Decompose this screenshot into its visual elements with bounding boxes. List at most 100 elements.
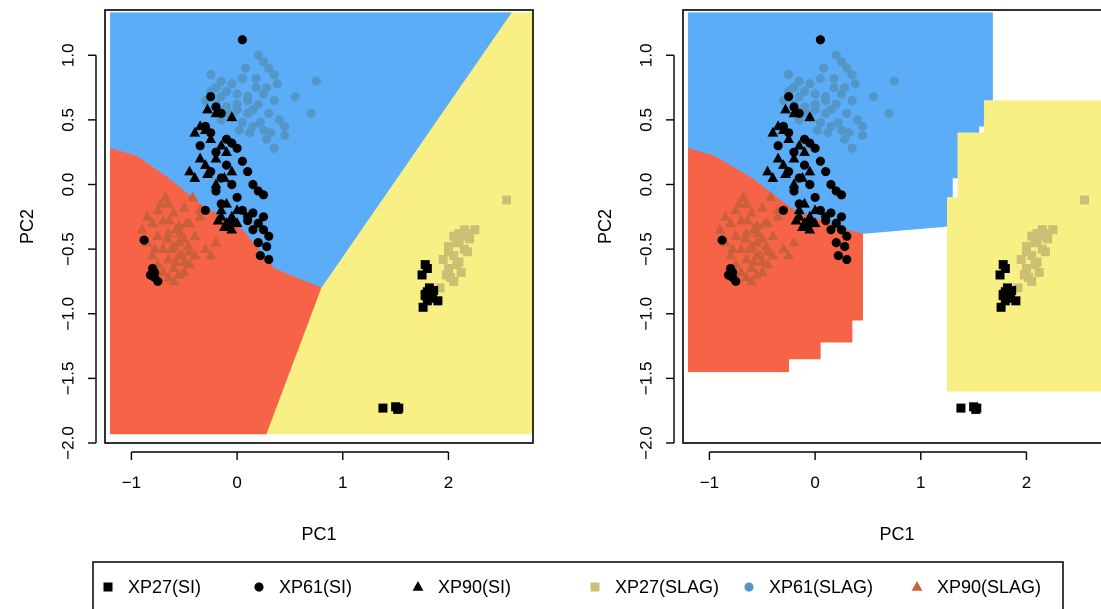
point-xp27-slag-3: [449, 231, 459, 241]
point-xp90-slag-34: [166, 243, 177, 253]
point-xp90-slag-44: [149, 243, 161, 253]
point-xp61-si-7: [195, 141, 205, 151]
point-xp90-si-11: [799, 146, 810, 156]
point-xp90-slag-49: [742, 214, 753, 225]
point-xp61-slag-2: [311, 76, 321, 86]
point-xp61-si-32: [821, 216, 831, 226]
point-xp90-slag-29: [173, 268, 185, 279]
point-xp27-slag-15: [456, 267, 466, 277]
point-xp90-si-24: [219, 221, 230, 231]
point-xp61-slag-7: [829, 73, 839, 84]
point-xp90-si-7: [215, 139, 227, 150]
point-xp90-si-8: [772, 152, 784, 163]
point-xp90-slag-3: [714, 223, 726, 234]
x-tick-label: 2: [444, 473, 453, 492]
point-xp90-si-3: [194, 120, 206, 131]
point-xp61-slag-10: [784, 70, 794, 80]
region-xp90: [688, 147, 863, 373]
point-xp90-slag-41: [210, 236, 222, 247]
point-xp61-si-38: [826, 208, 836, 218]
point-xp90-slag-30: [184, 258, 195, 269]
point-xp90-si-0: [780, 103, 791, 114]
point-xp61-slag-16: [810, 89, 820, 99]
point-xp61-si-29: [258, 212, 269, 222]
point-xp90-si-6: [205, 133, 217, 144]
point-xp61-si-44: [728, 272, 738, 283]
point-xp90-si-5: [189, 126, 201, 137]
point-xp90-slag-6: [746, 206, 758, 217]
point-xp90-slag-33: [751, 236, 763, 247]
point-xp90-slag-48: [752, 227, 764, 238]
point-xp27-si-9: [429, 285, 439, 295]
point-xp90-si-9: [777, 159, 789, 169]
point-xp61-slag-3: [868, 92, 878, 102]
point-xp61-slag-49: [858, 130, 868, 140]
point-xp61-slag-13: [237, 73, 247, 84]
point-xp61-si-36: [833, 250, 843, 261]
point-xp61-si-15: [237, 156, 247, 166]
point-xp61-si-34: [258, 225, 269, 235]
point-xp61-slag-35: [826, 104, 836, 115]
point-xp90-slag-22: [184, 245, 195, 256]
point-xp61-slag-25: [815, 117, 825, 128]
point-xp61-slag-4: [884, 108, 894, 119]
point-xp27-si-7: [418, 302, 428, 312]
point-xp27-si-17: [394, 403, 404, 413]
point-xp61-si-11: [221, 160, 232, 170]
series-xp90-si: [184, 103, 243, 234]
series-xp61-slag: [200, 50, 321, 153]
point-xp90-si-4: [777, 124, 789, 135]
point-xp90-si-27: [231, 217, 243, 228]
point-xp61-si-7: [773, 141, 783, 151]
point-xp61-slag-9: [272, 79, 282, 89]
y-axis-label: PC2: [595, 209, 615, 244]
plot-area: [688, 12, 1101, 414]
legend-item-xp90-slag: XP90(SLAG): [911, 577, 1041, 597]
point-xp27-slag-19: [459, 231, 469, 241]
point-xp61-si-18: [821, 166, 831, 177]
point-xp61-slag-40: [858, 121, 868, 131]
point-xp90-si-17: [804, 165, 816, 176]
point-xp61-si-2: [789, 102, 799, 112]
point-xp90-slag-7: [178, 201, 190, 212]
point-xp61-slag-47: [836, 89, 847, 99]
point-xp61-si-37: [842, 254, 852, 265]
legend-marker-xp90-si: [412, 581, 424, 591]
point-xp61-slag-35: [248, 104, 258, 115]
point-xp61-slag-33: [216, 92, 226, 102]
legend-item-xp27-slag: XP27(SLAG): [590, 577, 719, 597]
point-xp27-si-2: [995, 270, 1005, 280]
point-xp90-slag-31: [168, 275, 180, 286]
point-xp61-si-29: [836, 212, 847, 222]
point-xp90-si-20: [226, 210, 238, 221]
point-xp61-si-24: [836, 190, 847, 200]
point-xp61-si-19: [826, 179, 836, 190]
point-xp61-si-15: [815, 156, 825, 166]
y-axis: −2.0 −1.5 −1.0 −0.5 0.0 0.5 1.0 PC2: [595, 43, 675, 460]
point-xp90-slag-1: [152, 204, 164, 215]
point-xp90-slag-22: [762, 245, 773, 256]
point-xp61-si-35: [840, 241, 850, 252]
point-xp61-si-0: [237, 35, 247, 45]
x-tick-label: 0: [232, 473, 241, 492]
point-xp27-si-2: [417, 270, 427, 280]
point-xp61-si-31: [253, 238, 263, 248]
point-xp61-slag-41: [823, 128, 833, 138]
point-xp61-si-44: [150, 272, 160, 283]
y-tick-label: −1.0: [637, 297, 656, 331]
point-xp90-slag-18: [767, 230, 779, 240]
point-xp61-si-21: [232, 192, 242, 203]
point-xp61-si-8: [789, 147, 799, 157]
series-xp90-slag: [714, 191, 800, 286]
point-xp90-slag-38: [159, 191, 171, 202]
point-xp61-slag-10: [206, 70, 216, 80]
plot-area: [110, 12, 533, 435]
x-axis-label: PC1: [301, 524, 336, 544]
point-xp90-si-15: [210, 178, 222, 189]
point-xp27-slag-17: [435, 283, 445, 293]
point-xp61-slag-9: [850, 79, 860, 89]
point-xp90-slag-2: [741, 197, 752, 208]
point-xp27-si-1: [422, 264, 432, 274]
point-xp61-slag-27: [836, 125, 847, 135]
point-xp61-slag-1: [842, 63, 852, 73]
